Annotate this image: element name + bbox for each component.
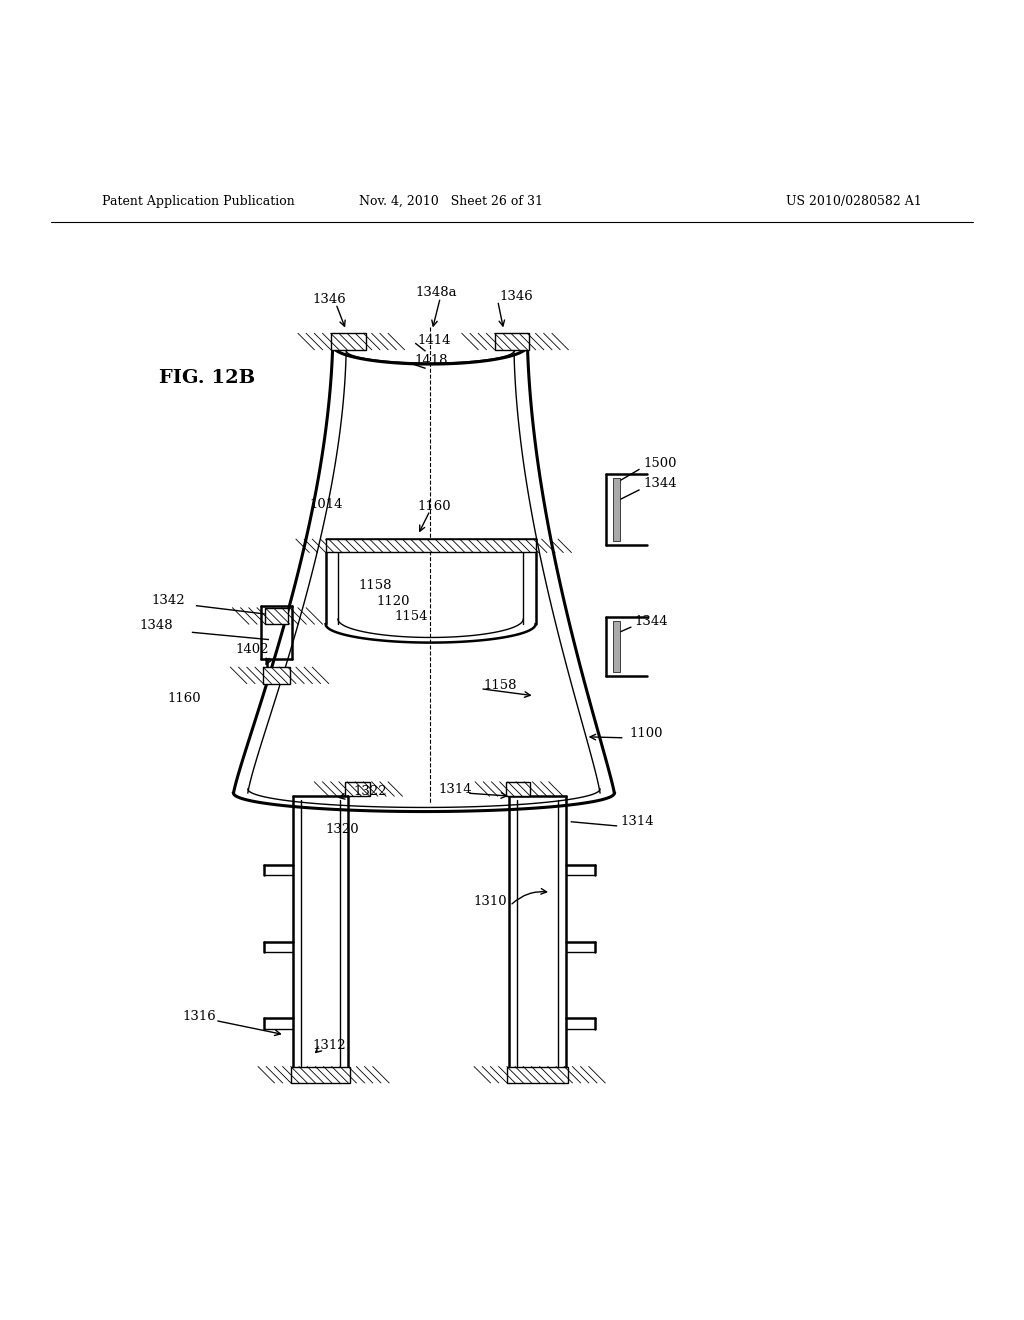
Text: 1346: 1346 (500, 290, 534, 304)
Text: 1314: 1314 (438, 783, 472, 796)
Text: 1348a: 1348a (416, 286, 458, 298)
Text: 1154: 1154 (394, 610, 428, 623)
Text: 1160: 1160 (418, 500, 452, 513)
Bar (613, 478, 620, 541)
Bar (265, 607, 288, 624)
Text: 1346: 1346 (312, 293, 346, 306)
Text: 1120: 1120 (377, 595, 411, 609)
Text: 1322: 1322 (353, 784, 387, 797)
Text: 1316: 1316 (182, 1010, 216, 1023)
Text: 1348: 1348 (139, 619, 173, 632)
Text: 1158: 1158 (358, 578, 392, 591)
Bar (345, 781, 370, 796)
Bar (326, 539, 536, 553)
Text: 1160: 1160 (168, 693, 202, 705)
Text: 1014: 1014 (309, 498, 343, 511)
Text: US 2010/0280582 A1: US 2010/0280582 A1 (785, 195, 922, 207)
Bar (613, 622, 620, 672)
Bar (495, 334, 529, 350)
Text: 1158: 1158 (483, 678, 517, 692)
Text: 1342: 1342 (152, 594, 185, 607)
Text: 1310: 1310 (473, 895, 507, 908)
Text: FIG. 12B: FIG. 12B (159, 370, 255, 387)
Text: 1320: 1320 (326, 824, 359, 837)
Text: 1418: 1418 (415, 355, 449, 367)
Text: 1402: 1402 (236, 643, 269, 656)
Text: 1414: 1414 (418, 334, 452, 347)
Bar (331, 334, 366, 350)
Text: 1344: 1344 (635, 615, 669, 627)
Text: Nov. 4, 2010   Sheet 26 of 31: Nov. 4, 2010 Sheet 26 of 31 (358, 195, 543, 207)
Text: 1344: 1344 (643, 478, 677, 490)
Bar (291, 1067, 350, 1082)
Bar (507, 1067, 568, 1082)
Text: 1312: 1312 (312, 1039, 346, 1052)
Text: 1500: 1500 (643, 457, 677, 470)
Text: Patent Application Publication: Patent Application Publication (102, 195, 295, 207)
Bar (263, 667, 290, 684)
Text: 1100: 1100 (630, 727, 664, 741)
Text: 1314: 1314 (621, 816, 654, 828)
Bar (506, 781, 530, 796)
